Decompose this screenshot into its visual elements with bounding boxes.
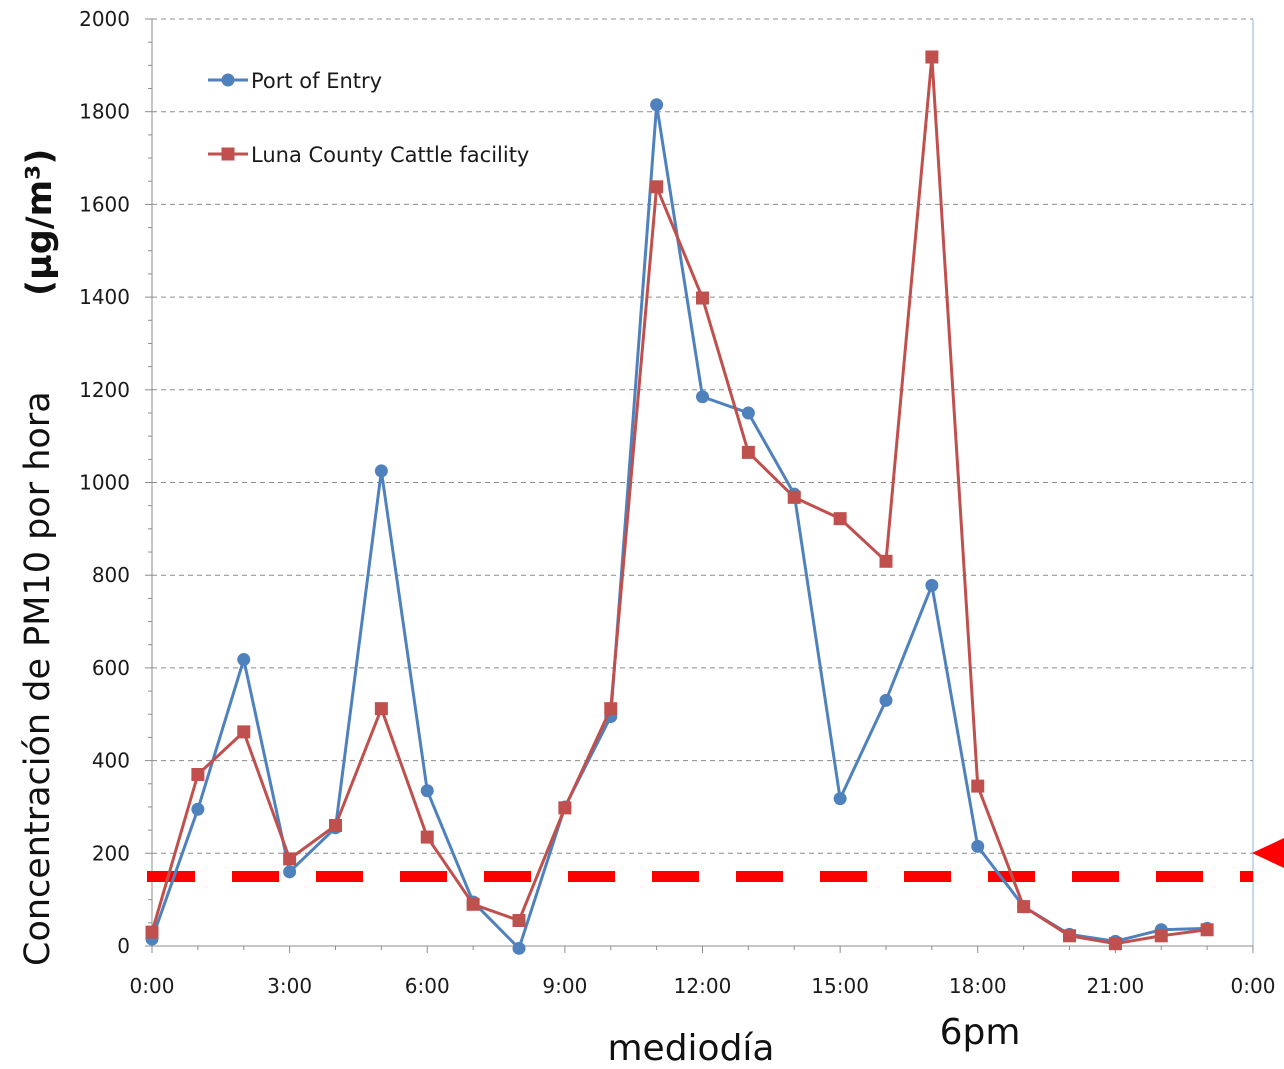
data-point-port-of-entry (971, 839, 985, 853)
data-point-luna-county (145, 925, 159, 939)
x-tick-label: 15:00 (811, 974, 869, 998)
legend-label-luna-county: Luna County Cattle facility (251, 143, 529, 167)
data-point-luna-county (283, 852, 297, 866)
data-point-luna-county (879, 554, 893, 568)
x-tick-label: 6:00 (405, 974, 450, 998)
data-point-luna-county (1017, 900, 1031, 914)
data-point-luna-county (191, 768, 205, 782)
x-tick-label: 21:00 (1087, 974, 1145, 998)
data-point-luna-county (787, 490, 801, 504)
y-tick-label: 1800 (79, 100, 130, 124)
y-tick-label: 2000 (79, 7, 130, 31)
x-tick-label: 3:00 (267, 974, 312, 998)
data-point-port-of-entry (512, 941, 526, 955)
data-point-port-of-entry (191, 802, 205, 816)
data-point-port-of-entry (237, 653, 251, 667)
data-point-luna-county (696, 291, 709, 305)
y-tick-label: 200 (92, 841, 130, 865)
data-point-port-of-entry (833, 792, 847, 806)
data-point-luna-county (833, 512, 847, 526)
y-tick-label: 1200 (79, 378, 130, 402)
x-tick-label: 9:00 (542, 974, 587, 998)
data-point-port-of-entry (741, 406, 755, 420)
data-point-port-of-entry (925, 578, 939, 592)
data-point-luna-county (1063, 929, 1076, 943)
y-tick-label: 400 (92, 749, 130, 773)
data-point-port-of-entry (374, 464, 388, 478)
data-point-luna-county (1200, 923, 1214, 937)
legend-marker-luna-county (221, 147, 235, 161)
legend-label-port-of-entry: Port of Entry (251, 69, 382, 93)
data-point-luna-county (925, 50, 939, 64)
data-point-luna-county (466, 897, 480, 911)
data-point-luna-county (329, 818, 342, 832)
data-point-port-of-entry (879, 693, 893, 707)
data-point-luna-county (1108, 937, 1122, 951)
series-line-port-of-entry (150, 103, 1208, 950)
y-tick-label: 0 (117, 934, 130, 958)
axes (145, 18, 1254, 953)
x-tick-label: 0:00 (1231, 974, 1276, 998)
series-line-luna-county (150, 55, 1208, 946)
y-axis-label: Concentración de PM10 por hora (18, 391, 58, 966)
data-point-luna-county (374, 702, 388, 716)
y-axis-unit: (µg/m³) (20, 149, 60, 296)
data-point-luna-county (650, 180, 664, 194)
x-tick-label: 12:00 (674, 974, 732, 998)
annotation-6pm: 6pm (940, 1012, 1021, 1053)
data-point-luna-county (237, 725, 251, 739)
y-tick-label: 1000 (79, 471, 130, 495)
data-point-port-of-entry (420, 784, 434, 798)
data-point-luna-county (1154, 929, 1168, 943)
data-point-port-of-entry (283, 865, 297, 879)
arrow-icon (1252, 838, 1284, 868)
y-tick-label: 800 (92, 563, 130, 587)
data-point-luna-county (604, 702, 618, 716)
data-point-luna-county (512, 914, 526, 928)
y-tick-label: 1600 (79, 192, 130, 216)
data-point-luna-county (420, 830, 434, 844)
data-point-luna-county (741, 445, 755, 459)
data-point-port-of-entry (650, 98, 664, 112)
data-point-luna-county (971, 779, 985, 793)
y-tick-label: 1400 (79, 285, 130, 309)
legend: Port of Entry Luna County Cattle facilit… (208, 69, 529, 167)
legend-marker-port-of-entry (221, 73, 235, 87)
y-tick-label: 600 (92, 656, 130, 680)
x-tick-label: 18:00 (949, 974, 1007, 998)
annotation-mediodia: mediodía (607, 1028, 774, 1069)
x-tick-label: 0:00 (130, 974, 175, 998)
tick-labels: 0 200 400 600 800 1000 1200 1400 1600 1800 2000 0:0… (79, 7, 1275, 998)
data-point-luna-county (558, 801, 572, 815)
series-layer (145, 50, 1214, 955)
data-point-port-of-entry (696, 390, 709, 404)
